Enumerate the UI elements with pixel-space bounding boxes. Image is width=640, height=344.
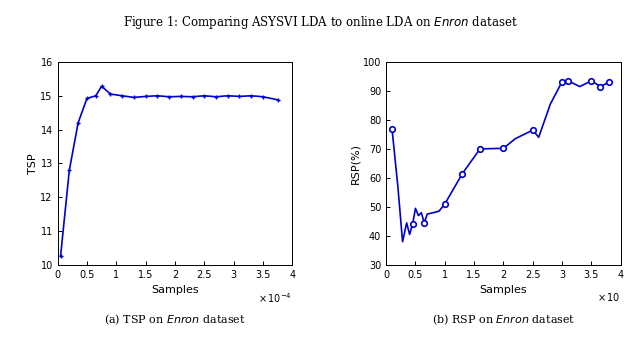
Text: (a) TSP on $\it{Enron}$ dataset: (a) TSP on $\it{Enron}$ dataset — [104, 312, 246, 327]
Text: Figure 1: Comparing ASYSVI LDA to online LDA on $\it{Enron}$ dataset: Figure 1: Comparing ASYSVI LDA to online… — [123, 14, 517, 31]
Text: $\times\,10^{-4}$: $\times\,10^{-4}$ — [259, 291, 292, 305]
Text: Figure 1: Comparing ASYSVI LDA to online LDA on Enron dataset: Figure 1: Comparing ASYSVI LDA to online… — [122, 18, 518, 31]
X-axis label: Samples: Samples — [479, 285, 527, 295]
Text: $\times\,10$: $\times\,10$ — [597, 291, 621, 303]
X-axis label: Samples: Samples — [151, 285, 199, 295]
Y-axis label: TSP: TSP — [28, 153, 38, 174]
Y-axis label: RSP(%): RSP(%) — [350, 143, 360, 184]
Text: (b) RSP on $\it{Enron}$ dataset: (b) RSP on $\it{Enron}$ dataset — [432, 312, 575, 327]
